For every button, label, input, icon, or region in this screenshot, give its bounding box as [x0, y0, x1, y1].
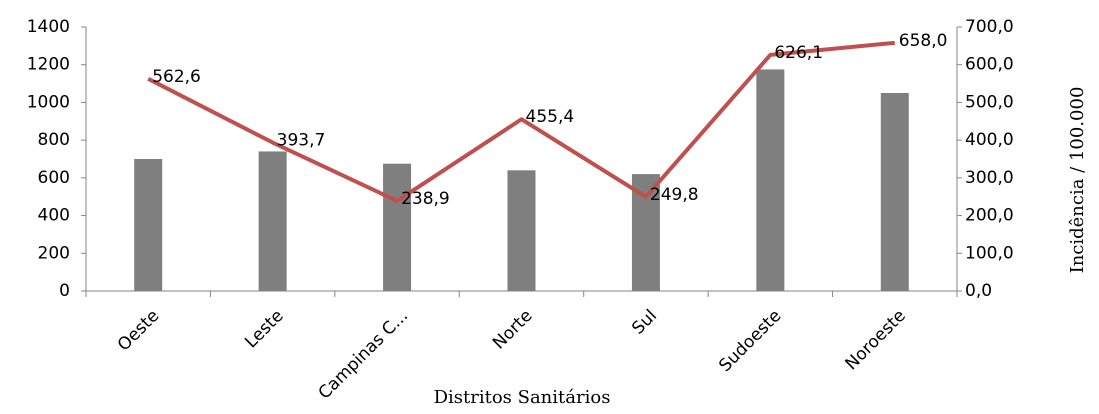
x-tick-label: Leste: [241, 306, 287, 352]
bar: [258, 151, 287, 291]
y-tick-label: 800: [38, 130, 70, 150]
data-label: 249,8: [650, 185, 699, 205]
bar: [756, 69, 785, 291]
y-tick-label: 1000: [27, 92, 70, 112]
data-label: 238,9: [401, 189, 450, 209]
y2-tick-label: 200,0: [965, 206, 1014, 226]
data-label: 562,6: [152, 67, 201, 87]
y2-tick-label: 100,0: [965, 243, 1014, 263]
bar: [383, 163, 412, 291]
data-label: 626,1: [774, 43, 823, 63]
line: [147, 40, 895, 203]
y-tick-label: 400: [38, 206, 70, 226]
y-tick-label: 600: [38, 168, 70, 188]
x-axis-title: Distritos Sanitários: [434, 387, 611, 408]
bar: [880, 93, 909, 291]
y2-tick-label: 600,0: [965, 55, 1014, 75]
bar: [631, 174, 660, 291]
y2-tick-label: 700,0: [965, 17, 1014, 37]
data-label: 393,7: [277, 131, 326, 151]
y-tick-label: 1200: [27, 55, 70, 75]
x-tick-label: Campinas C...: [315, 306, 413, 404]
y-tick-label: 0: [59, 281, 70, 301]
y2-tick-label: 500,0: [965, 92, 1014, 112]
x-tick-label: Norte: [489, 306, 537, 354]
bar: [507, 170, 536, 291]
x-tick-label: Sul: [628, 306, 661, 339]
x-tick-label: Oeste: [114, 306, 163, 355]
y-tick-label: 200: [38, 243, 70, 263]
bar: [134, 159, 163, 291]
data-label: 658,0: [899, 31, 948, 51]
data-label: 455,4: [526, 107, 575, 127]
y2-tick-label: 400,0: [965, 130, 1014, 150]
y-tick-label: 1400: [27, 17, 70, 37]
x-tick-label: Noroeste: [842, 306, 910, 374]
y2-tick-label: 0,0: [965, 281, 992, 301]
x-tick-label: Sudoeste: [715, 306, 785, 376]
y2-axis-title: Incidência / 100.000: [1067, 87, 1088, 274]
y2-tick-label: 300,0: [965, 168, 1014, 188]
